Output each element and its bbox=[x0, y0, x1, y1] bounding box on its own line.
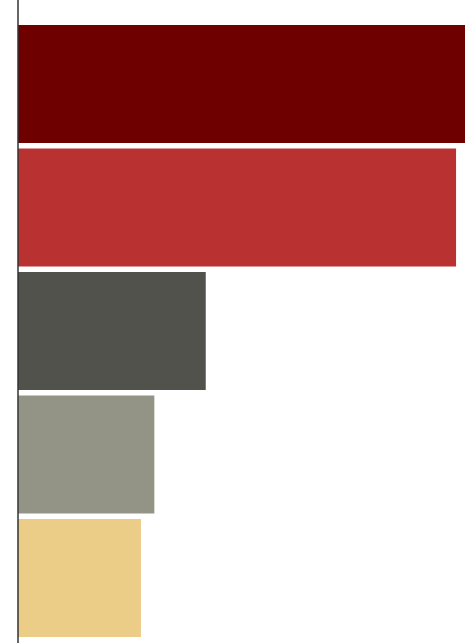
bars-group bbox=[18, 25, 465, 637]
bar-4 bbox=[18, 395, 155, 514]
bar-2 bbox=[18, 148, 457, 267]
bar-3 bbox=[18, 272, 206, 390]
bar-5 bbox=[18, 519, 141, 637]
bar-1 bbox=[18, 25, 465, 143]
